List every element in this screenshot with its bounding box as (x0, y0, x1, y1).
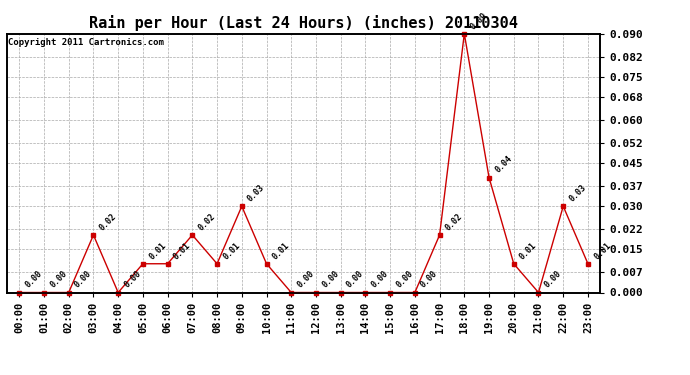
Text: 0.03: 0.03 (246, 183, 266, 204)
Text: 0.01: 0.01 (221, 240, 242, 261)
Text: 0.01: 0.01 (172, 240, 193, 261)
Text: 0.03: 0.03 (567, 183, 588, 204)
Text: 0.00: 0.00 (73, 269, 93, 290)
Text: 0.02: 0.02 (444, 212, 464, 232)
Text: 0.01: 0.01 (147, 240, 168, 261)
Text: 0.00: 0.00 (122, 269, 143, 290)
Text: 0.00: 0.00 (48, 269, 69, 290)
Text: 0.01: 0.01 (270, 240, 291, 261)
Text: Copyright 2011 Cartronics.com: Copyright 2011 Cartronics.com (8, 38, 164, 46)
Title: Rain per Hour (Last 24 Hours) (inches) 20110304: Rain per Hour (Last 24 Hours) (inches) 2… (89, 15, 518, 31)
Text: 0.00: 0.00 (394, 269, 415, 290)
Text: 0.04: 0.04 (493, 154, 514, 175)
Text: 0.02: 0.02 (197, 212, 217, 232)
Text: 0.00: 0.00 (370, 269, 390, 290)
Text: 0.01: 0.01 (518, 240, 538, 261)
Text: 0.01: 0.01 (592, 240, 613, 261)
Text: 0.00: 0.00 (419, 269, 440, 290)
Text: 0.00: 0.00 (345, 269, 366, 290)
Text: 0.00: 0.00 (542, 269, 563, 290)
Text: 0.00: 0.00 (295, 269, 316, 290)
Text: 0.02: 0.02 (97, 212, 118, 232)
Text: 0.09: 0.09 (469, 10, 489, 31)
Text: 0.00: 0.00 (23, 269, 44, 290)
Text: 0.00: 0.00 (320, 269, 341, 290)
